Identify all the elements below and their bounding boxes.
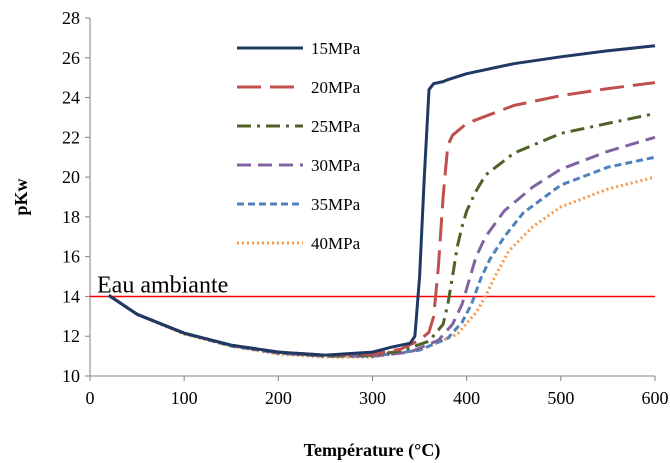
y-axis-ticks: 10 12 14 16 18 20 22 24 26 28 [62, 8, 90, 386]
y-tick-label: 24 [62, 88, 80, 108]
series-line-40mpa [107, 175, 656, 359]
series-line-15mpa [107, 44, 656, 357]
legend-label-20mpa: 20MPa [311, 78, 361, 97]
reference-line-label: Eau ambiante [97, 272, 228, 298]
reference-line-group: Eau ambiante [90, 272, 655, 298]
x-axis-ticks: 0 100 200 300 400 500 600 [86, 376, 669, 408]
y-tick-label: 22 [62, 127, 80, 147]
series-lines [107, 44, 656, 359]
x-axis-title: Température (°C) [304, 440, 441, 461]
legend-label-30mpa: 30MPa [311, 156, 361, 175]
x-tick-label: 200 [265, 388, 292, 408]
x-tick-label: 400 [453, 388, 480, 408]
legend-label-15mpa: 15MPa [311, 39, 361, 58]
y-tick-label: 26 [62, 48, 80, 68]
y-tick-label: 28 [62, 8, 80, 28]
x-tick-label: 600 [642, 388, 669, 408]
y-tick-label: 10 [62, 366, 80, 386]
x-tick-label: 100 [171, 388, 198, 408]
y-tick-label: 12 [62, 326, 80, 346]
series-line-30mpa [107, 135, 656, 358]
y-tick-label: 16 [62, 247, 80, 267]
legend-label-25mpa: 25MPa [311, 117, 361, 136]
x-tick-label: 300 [359, 388, 386, 408]
axes [89, 18, 655, 377]
x-tick-label: 0 [86, 388, 95, 408]
y-tick-label: 18 [62, 207, 80, 227]
y-tick-label: 20 [62, 167, 80, 187]
legend-label-35mpa: 35MPa [311, 195, 361, 214]
legend: 15MPa 20MPa 25MPa 30MPa 35MPa 40MPa [237, 39, 361, 253]
series-line-35mpa [107, 155, 656, 358]
y-tick-label: 14 [62, 286, 80, 306]
y-axis-title: pKw [11, 178, 31, 215]
legend-label-40mpa: 40MPa [311, 234, 361, 253]
x-tick-label: 500 [547, 388, 574, 408]
series-line-25mpa [107, 112, 656, 358]
series-line-20mpa [107, 81, 656, 357]
